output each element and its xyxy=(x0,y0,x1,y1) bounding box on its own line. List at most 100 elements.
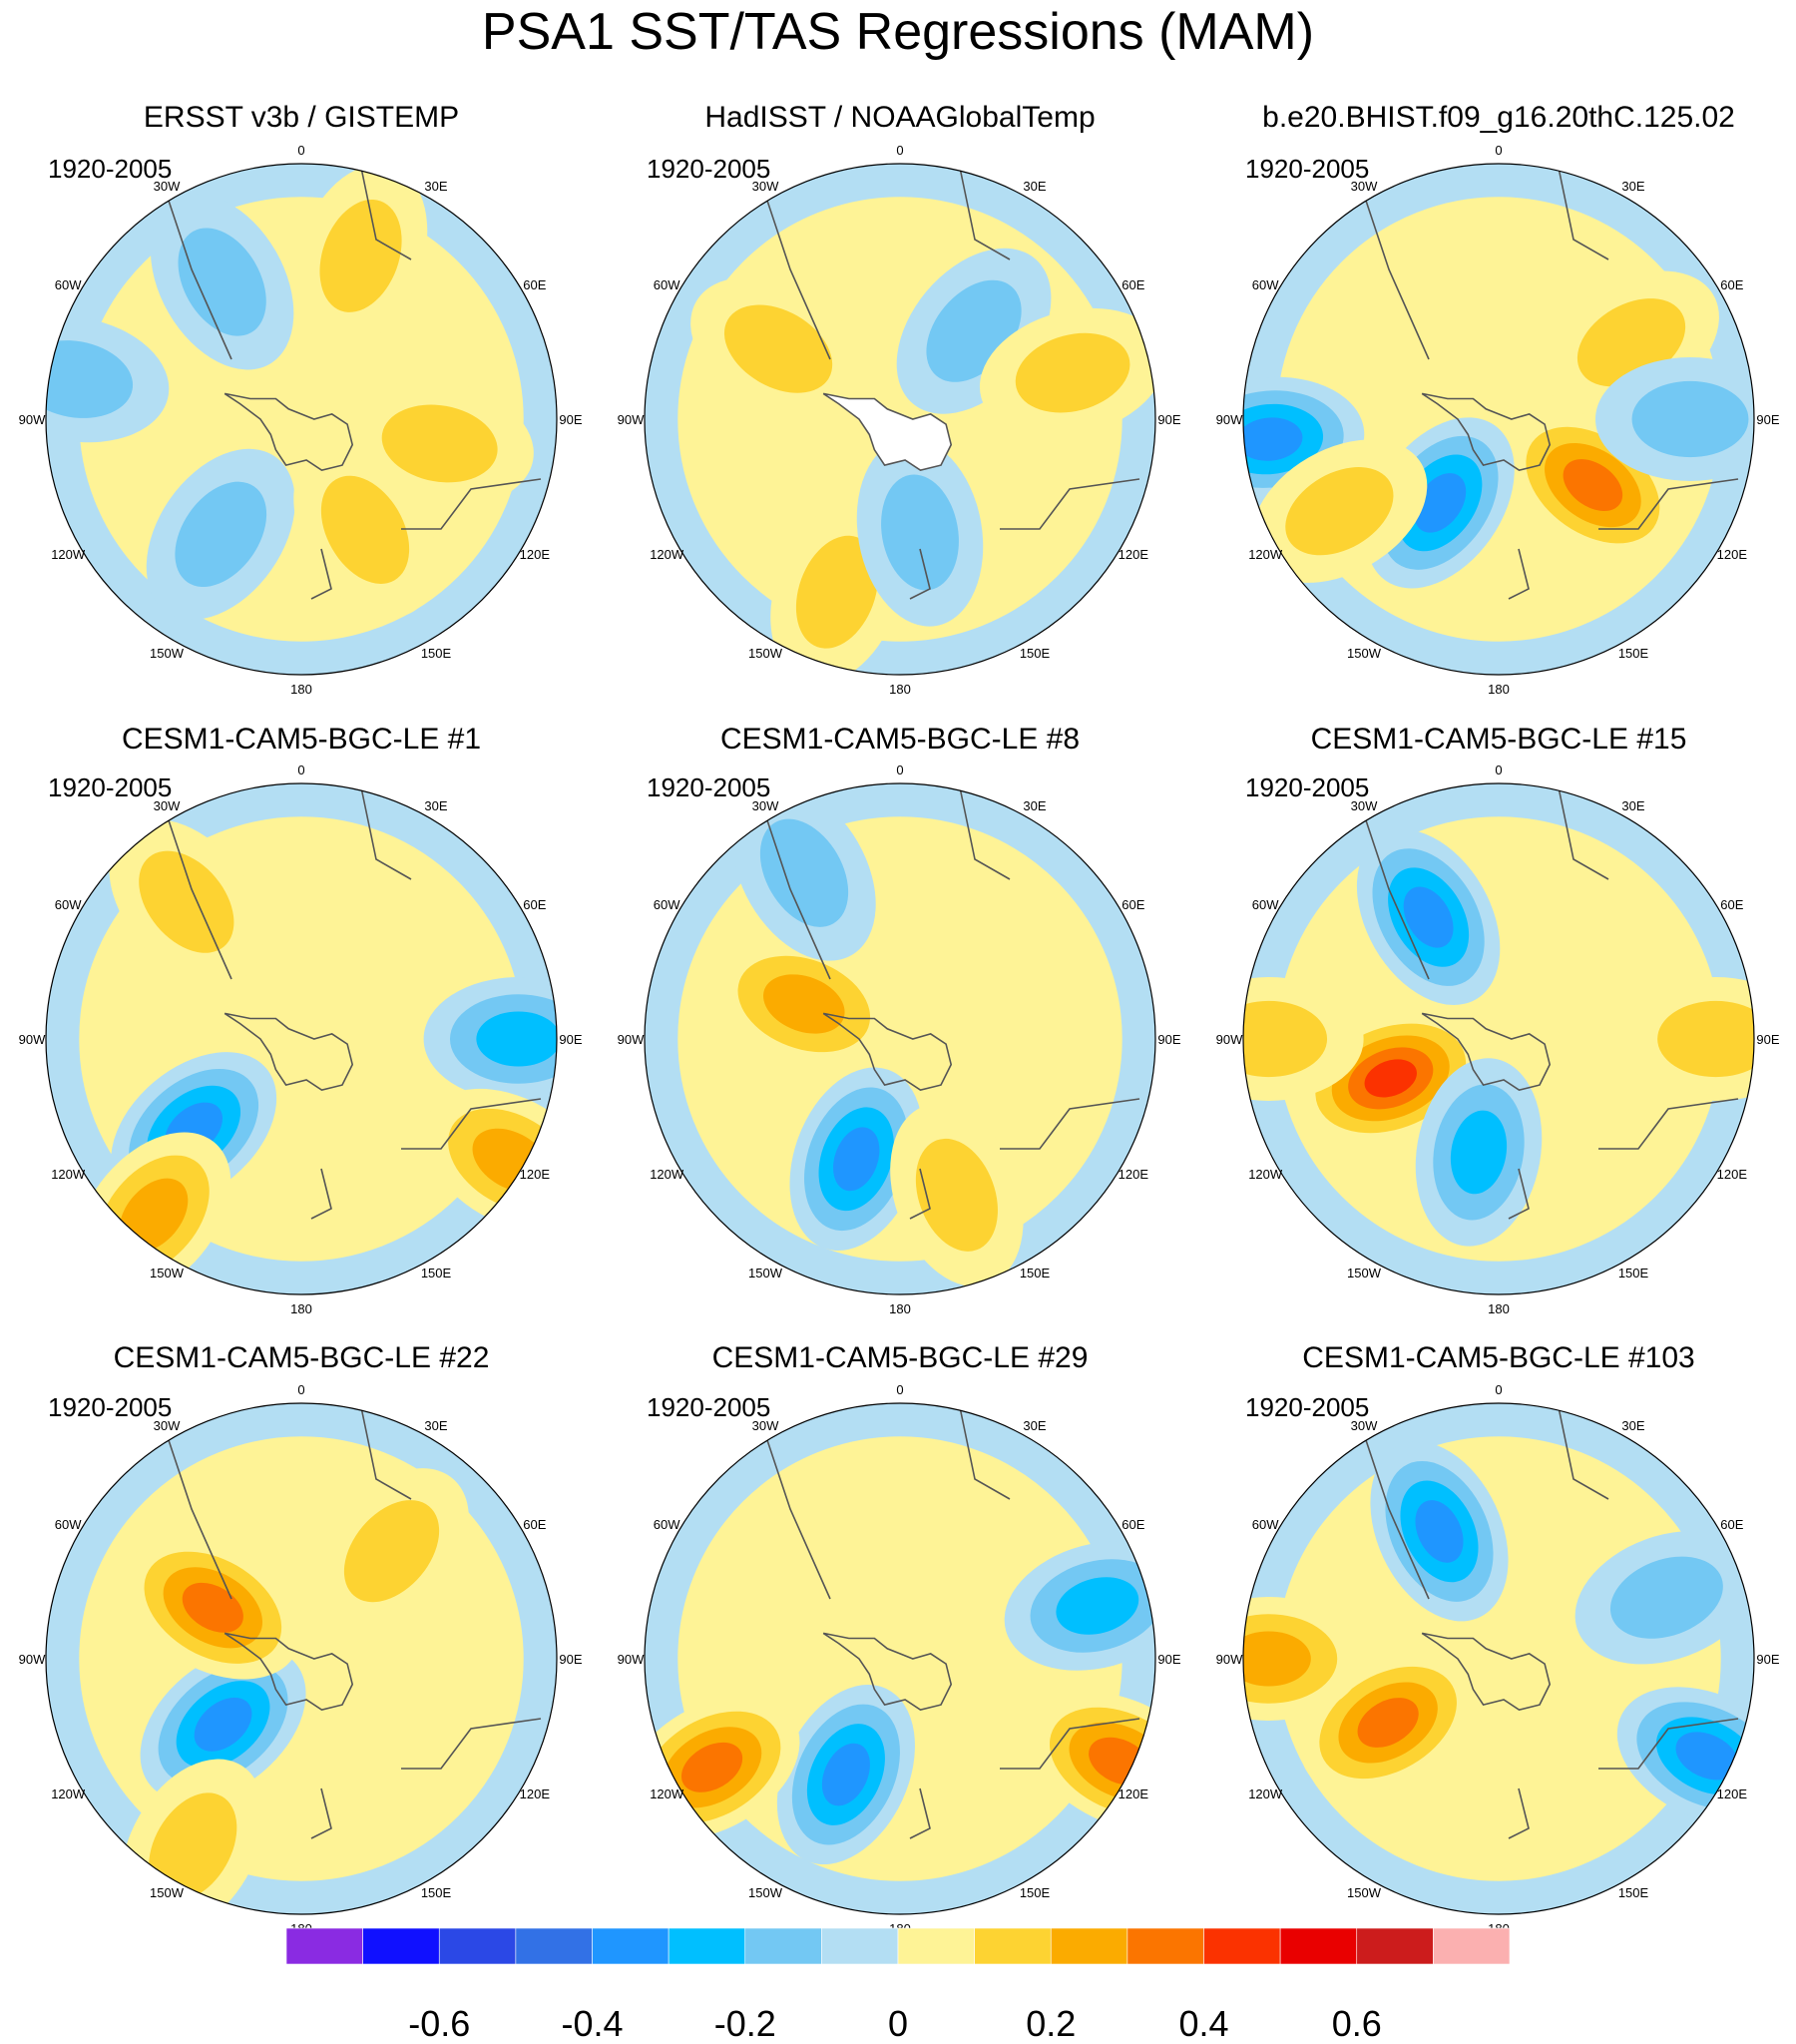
longitude-label: 90E xyxy=(1157,412,1180,427)
colorbar-swatch xyxy=(668,1927,746,1965)
panel-title: CESM1-CAM5-BGC-LE #15 xyxy=(1311,723,1687,756)
longitude-label: 180 xyxy=(1488,1301,1510,1316)
anomaly-contour xyxy=(476,1011,557,1067)
longitude-label: 150E xyxy=(1020,646,1051,661)
anomaly-contour xyxy=(194,1697,252,1752)
longitude-label: 30E xyxy=(424,1418,447,1433)
coastline xyxy=(310,548,332,600)
map-border xyxy=(1242,782,1755,1295)
period-label: 1920-2005 xyxy=(647,1392,770,1422)
anomaly-band xyxy=(46,1403,557,1914)
coastline xyxy=(959,1406,1011,1500)
longitude-label: 30E xyxy=(424,179,447,194)
coastline xyxy=(1000,478,1140,530)
longitude-label: 90W xyxy=(1216,412,1243,427)
longitude-label: 120E xyxy=(520,1787,551,1801)
coastline xyxy=(310,1788,332,1839)
map-panel: 0 30E 60E 90E 120E 150E 180 150W 120W 90W 60W 30W b.… xyxy=(1216,101,1780,697)
panel-title: ERSST v3b / GISTEMP xyxy=(144,101,459,134)
colorbar-swatch xyxy=(1279,1927,1358,1965)
anomaly-contour xyxy=(175,481,267,587)
longitude-label: 0 xyxy=(297,763,304,777)
anomaly-contour xyxy=(149,1792,237,1901)
anomaly-band xyxy=(645,164,1155,675)
longitude-label: 90W xyxy=(618,1032,645,1047)
longitude-label: 120W xyxy=(1248,1787,1283,1801)
coastline xyxy=(822,392,953,472)
panel-title: HadISST / NOAAGlobalTemp xyxy=(704,101,1095,134)
map-border xyxy=(1242,1402,1755,1915)
panel-title: CESM1-CAM5-BGC-LE #103 xyxy=(1302,1341,1694,1374)
longitude-label: 0 xyxy=(297,1382,304,1397)
anomaly-contour xyxy=(1243,417,1303,461)
longitude-label: 120E xyxy=(1717,1787,1748,1801)
anomaly-contour xyxy=(1675,1732,1739,1781)
longitude-label: 90W xyxy=(1216,1652,1243,1667)
anomaly-contour xyxy=(1364,1059,1417,1098)
colorbar-swatch xyxy=(438,1927,517,1965)
longitude-label: 120W xyxy=(51,547,86,562)
coastline xyxy=(959,167,1011,260)
figure-title: PSA1 SST/TAS Regressions (MAM) xyxy=(481,3,1315,61)
coastline xyxy=(224,392,354,472)
longitude-label: 90E xyxy=(1756,1652,1779,1667)
coastline xyxy=(161,179,232,360)
colorbar-swatch xyxy=(897,1927,975,1965)
anomaly-contour xyxy=(881,474,959,591)
map-border xyxy=(644,1402,1156,1915)
coastline xyxy=(1558,1406,1609,1500)
longitude-label: 150E xyxy=(421,1266,452,1280)
longitude-label: 90E xyxy=(559,1652,582,1667)
coastline xyxy=(759,1418,831,1600)
coastline xyxy=(759,798,831,980)
longitude-label: 90W xyxy=(618,1652,645,1667)
period-label: 1920-2005 xyxy=(647,772,770,802)
colorbar-swatch xyxy=(1126,1927,1204,1965)
longitude-label: 30E xyxy=(1023,798,1046,813)
coastline xyxy=(360,1406,412,1500)
anomaly-contour xyxy=(1243,1000,1328,1078)
anomaly-contour xyxy=(833,1127,880,1192)
anomaly-contour xyxy=(1657,1000,1754,1078)
period-label: 1920-2005 xyxy=(1245,1392,1369,1422)
longitude-label: 180 xyxy=(290,1301,312,1316)
anomaly-contour xyxy=(821,1743,870,1806)
coastline xyxy=(959,786,1011,880)
longitude-label: 0 xyxy=(1495,143,1502,158)
colorbar-tick-label: 0.6 xyxy=(1332,2003,1382,2044)
map-panel: 0 30E 60E 90E 120E 150E 180 150W 120W 90W 60W 30W ER… xyxy=(19,101,583,697)
longitude-label: 60W xyxy=(1252,277,1279,292)
longitude-label: 150E xyxy=(1618,1266,1649,1280)
coastline xyxy=(909,1788,931,1839)
coastline xyxy=(161,798,232,980)
map-panel: 0 30E 60E 90E 120E 150E 180 150W 120W 90W 60W 30W CE… xyxy=(1216,723,1780,1316)
longitude-label: 60E xyxy=(523,277,546,292)
longitude-label: 150E xyxy=(421,1885,452,1900)
coastline xyxy=(1558,167,1609,260)
longitude-label: 120W xyxy=(51,1787,86,1801)
longitude-label: 0 xyxy=(297,143,304,158)
longitude-label: 120W xyxy=(650,547,684,562)
longitude-label: 60E xyxy=(523,1517,546,1532)
longitude-label: 30E xyxy=(1621,1418,1644,1433)
longitude-label: 30W xyxy=(1351,179,1378,194)
coastline xyxy=(1598,1098,1739,1150)
map-border xyxy=(45,1402,558,1915)
coastline xyxy=(1421,1632,1552,1712)
map-panel: 0 30E 60E 90E 120E 150E 180 150W 120W 90W 60W 30W CE… xyxy=(618,723,1181,1316)
longitude-label: 90E xyxy=(1756,412,1779,427)
coastline xyxy=(360,167,412,260)
anomaly-contour xyxy=(759,818,849,927)
longitude-label: 150W xyxy=(1347,646,1382,661)
longitude-label: 150E xyxy=(1020,1885,1051,1900)
longitude-label: 60E xyxy=(1122,897,1144,912)
coastline xyxy=(1558,786,1609,880)
longitude-label: 60W xyxy=(654,1517,680,1532)
colorbar-swatch xyxy=(1203,1927,1281,1965)
panel-title: b.e20.BHIST.f09_g16.20thC.125.02 xyxy=(1262,101,1735,134)
longitude-label: 120W xyxy=(1248,547,1283,562)
longitude-label: 60E xyxy=(1720,1517,1743,1532)
longitude-label: 30E xyxy=(1621,798,1644,813)
longitude-label: 30W xyxy=(1351,798,1378,813)
